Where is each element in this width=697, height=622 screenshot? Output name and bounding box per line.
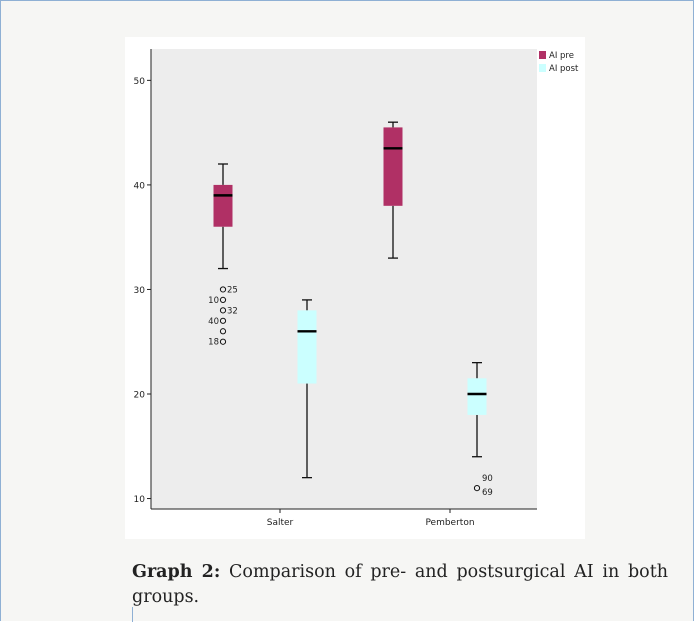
outlier-point	[219, 296, 227, 304]
divider	[132, 607, 133, 622]
outlier-point	[219, 338, 227, 345]
legend-swatch	[539, 51, 546, 59]
outlier-point	[473, 484, 481, 492]
y-tick-label: 20	[134, 391, 146, 401]
caption-text: Comparison of pre- and postsurgical AI i…	[132, 562, 668, 607]
outlier-label: 90	[482, 474, 493, 484]
y-tick-label: 50	[134, 77, 146, 87]
axes: 10 20 30 40 50 Salter Pemberton	[134, 49, 537, 528]
legend: AI pre AI post	[539, 51, 579, 74]
outlier-label: 25	[227, 285, 238, 295]
outlier-label: 18	[208, 338, 219, 348]
chart-card: 10 20 30 40 50 Salter Pemberton 25 10 32 40 18 90 69…	[125, 37, 585, 539]
y-tick-label: 30	[134, 286, 146, 296]
outlier-label: 69	[482, 488, 493, 498]
figure-caption: Graph 2: Comparison of pre- and postsurg…	[132, 560, 668, 610]
x-tick-label: Salter	[267, 518, 294, 528]
outlier-label: 10	[208, 296, 219, 306]
iqr-box	[213, 184, 233, 227]
plot-area	[151, 49, 537, 509]
iqr-box	[467, 378, 487, 415]
iqr-box	[383, 127, 403, 206]
outlier-point	[219, 317, 227, 324]
outlier-point	[219, 286, 227, 293]
box-ai-pre-pemberton	[383, 121, 403, 259]
iqr-box	[297, 310, 317, 384]
x-tick-label: Pemberton	[425, 518, 474, 528]
box-ai-post-salter	[297, 299, 317, 479]
y-tick-label: 10	[134, 495, 146, 505]
outlier-label: 32	[227, 306, 238, 316]
legend-label: AI pre	[549, 51, 574, 61]
caption-label: Graph 2:	[132, 562, 221, 582]
y-tick-label: 40	[134, 181, 146, 191]
legend-swatch	[539, 64, 546, 72]
outlier-label: 40	[208, 317, 219, 327]
outlier-point	[219, 328, 227, 335]
box-ai-pre-salter: 25 10 32 40 18	[208, 163, 238, 348]
legend-label: AI post	[549, 64, 579, 74]
outlier-point	[219, 307, 227, 314]
